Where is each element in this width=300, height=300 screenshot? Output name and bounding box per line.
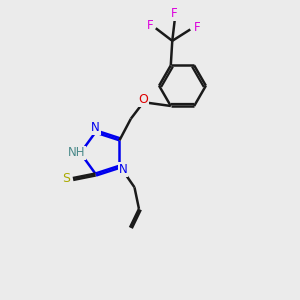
Text: F: F bbox=[171, 7, 178, 20]
Text: NH: NH bbox=[68, 146, 86, 160]
Text: O: O bbox=[139, 93, 148, 106]
Text: F: F bbox=[147, 19, 154, 32]
Text: S: S bbox=[62, 172, 70, 184]
Text: F: F bbox=[194, 20, 200, 34]
Text: N: N bbox=[91, 121, 100, 134]
Text: N: N bbox=[119, 163, 128, 176]
